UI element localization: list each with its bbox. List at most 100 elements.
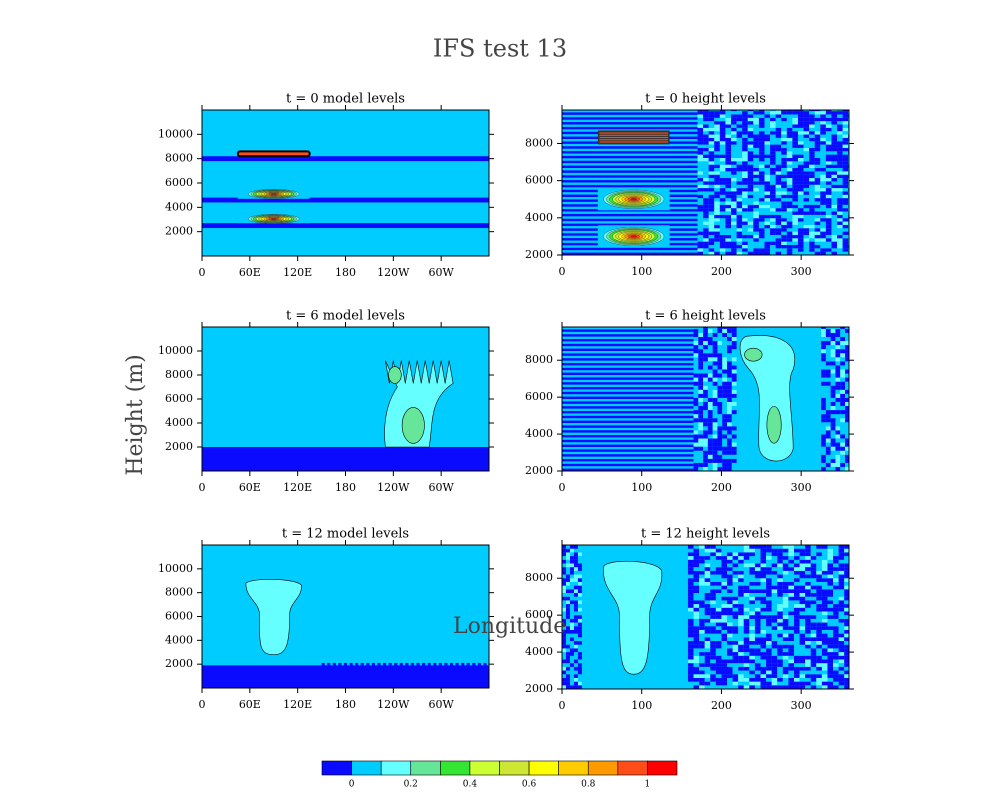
field xyxy=(821,618,828,623)
field xyxy=(782,641,789,645)
field xyxy=(771,548,778,553)
field xyxy=(831,204,838,209)
field xyxy=(721,674,728,678)
field xyxy=(743,574,750,579)
field xyxy=(749,581,755,586)
field xyxy=(844,596,849,601)
field xyxy=(797,221,804,225)
field xyxy=(799,644,806,649)
field xyxy=(687,611,694,616)
field xyxy=(831,168,838,172)
field xyxy=(758,238,765,242)
field xyxy=(721,545,728,549)
field xyxy=(573,559,578,564)
field xyxy=(831,181,838,185)
field xyxy=(712,357,718,362)
field xyxy=(747,131,754,135)
field xyxy=(799,567,806,571)
field xyxy=(577,655,582,660)
field xyxy=(727,666,733,671)
field xyxy=(727,341,732,346)
field xyxy=(797,144,804,148)
field xyxy=(845,328,849,333)
colorbar-box xyxy=(440,760,471,776)
field xyxy=(799,578,806,582)
field xyxy=(717,462,723,467)
field xyxy=(844,674,849,678)
field xyxy=(766,685,772,689)
field xyxy=(821,589,828,593)
field xyxy=(786,184,793,189)
field xyxy=(697,111,704,115)
field xyxy=(455,662,459,671)
field xyxy=(797,131,804,135)
field xyxy=(715,563,722,568)
field xyxy=(699,574,705,579)
field xyxy=(816,629,822,634)
field xyxy=(343,662,348,671)
field xyxy=(753,234,759,239)
field xyxy=(799,593,806,597)
field xyxy=(764,164,771,168)
field xyxy=(697,124,704,128)
field xyxy=(820,117,826,122)
field xyxy=(699,618,705,623)
field xyxy=(764,218,771,222)
field xyxy=(831,234,838,239)
field xyxy=(760,574,767,579)
field xyxy=(781,117,787,122)
field xyxy=(704,681,711,686)
field xyxy=(697,244,704,249)
field xyxy=(816,674,822,678)
field xyxy=(827,615,834,619)
field xyxy=(835,430,841,435)
field xyxy=(810,596,817,601)
field xyxy=(827,611,834,616)
field xyxy=(697,248,704,252)
field xyxy=(573,681,578,686)
field xyxy=(565,596,570,601)
field xyxy=(837,188,843,192)
field xyxy=(577,666,582,671)
field xyxy=(687,545,694,549)
field xyxy=(845,446,849,451)
field xyxy=(725,131,732,135)
field xyxy=(760,626,767,630)
field xyxy=(771,633,778,638)
field xyxy=(782,637,789,641)
field xyxy=(753,251,759,255)
y-tick-label: 4000 xyxy=(525,427,553,440)
field xyxy=(837,191,843,195)
field xyxy=(725,124,732,128)
field xyxy=(742,114,748,118)
field xyxy=(697,208,704,212)
field xyxy=(721,578,728,582)
field xyxy=(753,181,759,185)
field xyxy=(736,114,743,118)
field xyxy=(838,674,845,678)
field xyxy=(569,674,574,678)
field xyxy=(577,611,582,616)
field xyxy=(738,581,744,586)
field xyxy=(797,151,804,155)
field xyxy=(810,548,817,553)
field xyxy=(732,648,739,653)
field xyxy=(825,161,832,165)
field xyxy=(788,677,794,682)
field xyxy=(732,677,739,682)
field xyxy=(562,223,698,226)
field xyxy=(710,585,716,590)
field xyxy=(814,157,821,162)
field xyxy=(845,418,849,423)
field xyxy=(820,134,826,138)
field xyxy=(732,622,739,627)
field xyxy=(758,211,765,215)
field xyxy=(693,365,699,370)
field xyxy=(837,201,843,205)
field xyxy=(833,596,839,601)
field xyxy=(781,221,787,225)
field xyxy=(749,574,755,579)
field xyxy=(821,548,828,553)
field xyxy=(719,184,726,189)
field xyxy=(693,406,699,411)
